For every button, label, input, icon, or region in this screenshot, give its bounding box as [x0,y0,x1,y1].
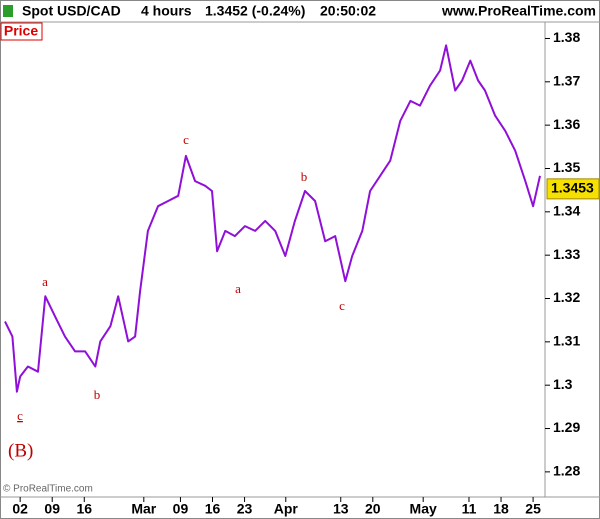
y-tick-label: 1.34 [553,203,580,219]
x-tick-label: 25 [525,501,541,517]
y-tick-label: 1.36 [553,116,580,132]
annotation: a [235,281,241,296]
x-tick-label: Apr [274,501,299,517]
last-price-label: 1.3453 [551,180,594,196]
y-tick-label: 1.32 [553,289,580,305]
panel-label: Price [4,23,38,39]
source: www.ProRealTime.com [441,3,596,19]
title-period: 4 hours [141,3,192,19]
title-price: 1.3452 (-0.24%) [205,3,305,19]
y-tick-label: 1.29 [553,419,580,435]
annotation: a [42,274,48,289]
y-tick-label: 1.31 [553,333,580,349]
annotation: b [94,387,101,402]
x-tick-label: 09 [44,501,60,517]
y-tick-label: 1.28 [553,463,580,479]
x-tick-label: May [410,501,437,517]
x-tick-label: 16 [205,501,221,517]
x-tick-label: Mar [131,501,156,517]
copyright: © ProRealTime.com [3,484,93,495]
last-price-box [546,178,600,200]
x-tick-label: 23 [237,501,253,517]
annotation: c [183,132,189,147]
x-tick-label: 20 [365,501,381,517]
x-tick-label: 02 [12,501,28,517]
y-tick-label: 1.35 [553,159,580,175]
icon [3,5,13,17]
wave-label: (B) [8,440,33,461]
annotation: b [301,169,308,184]
price-line [4,44,541,393]
y-tick-label: 1.38 [553,29,580,45]
x-tick-label: 09 [173,501,189,517]
title-time: 20:50:02 [320,3,376,19]
title-symbol: Spot USD/CAD [22,3,121,19]
panel-label-box [0,22,43,41]
annotation: c [339,298,345,313]
x-tick-label: 18 [493,501,509,517]
x-tick-label: 13 [333,501,349,517]
x-tick-label: 16 [76,501,92,517]
y-tick-label: 1.33 [553,246,580,262]
x-tick-label: 11 [462,501,477,517]
annotation: c [17,408,23,423]
y-tick-label: 1.3 [553,376,573,392]
y-tick-label: 1.37 [553,73,580,89]
